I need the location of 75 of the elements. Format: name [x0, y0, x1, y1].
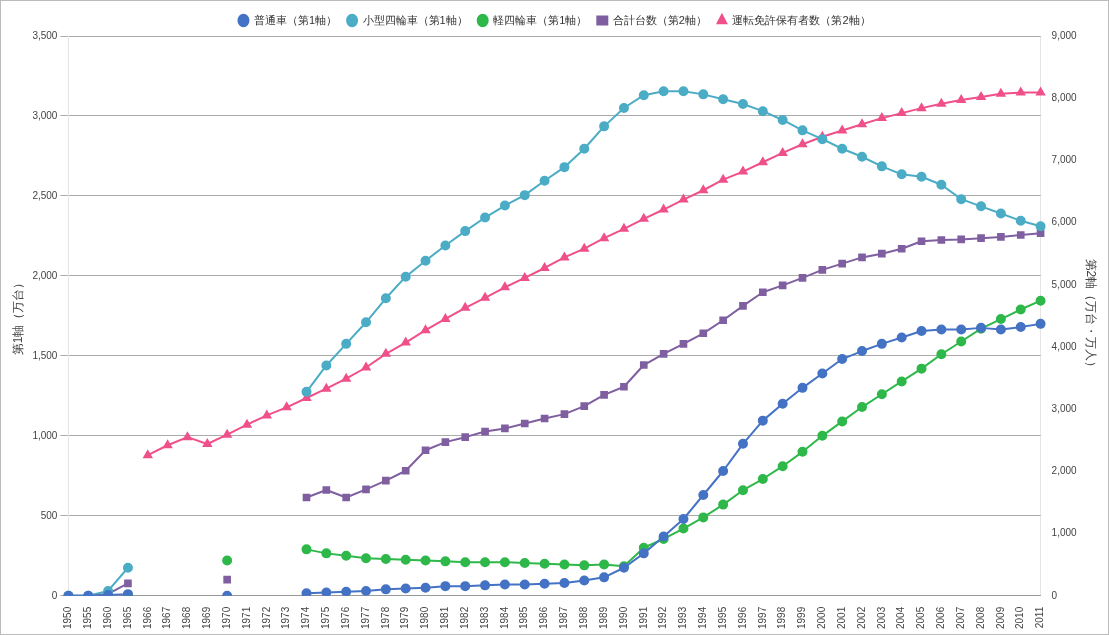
x-tick-label: 1986	[538, 606, 550, 629]
x-tick-label: 1989	[597, 606, 609, 629]
legend-label: 小型四輪車（第1軸）	[362, 13, 468, 26]
x-tick-label: 1991	[637, 606, 649, 629]
x-tick-label: 1994	[697, 606, 709, 629]
x-tick-label: 1979	[399, 606, 411, 629]
legend-label: 普通車（第1軸）	[253, 13, 338, 26]
y2-axis-title: 第2軸（万台・万人）	[1084, 258, 1099, 374]
y2-tick-label: 5,000	[1051, 278, 1078, 290]
x-tick-label: 2010	[1014, 606, 1026, 629]
y-axis-title: 第1軸（万台）	[10, 276, 25, 356]
x-tick-label: 2000	[816, 606, 828, 629]
legend-label: 運転免許保有者数（第2軸）	[732, 13, 871, 26]
x-tick-label: 1973	[280, 606, 292, 629]
x-tick-label: 1971	[240, 606, 252, 629]
x-tick-label: 1982	[458, 606, 470, 629]
legend-label: 合計台数（第2軸）	[612, 13, 707, 26]
x-tick-label: 2002	[855, 606, 867, 629]
x-tick-label: 1967	[161, 606, 173, 629]
y-tick-label: 2,000	[32, 269, 58, 281]
x-tick-label: 1998	[776, 606, 788, 629]
x-tick-label: 1975	[320, 606, 332, 629]
x-tick-label: 1984	[498, 606, 510, 629]
y-tick-label: 3,500	[32, 29, 58, 41]
y2-tick-label: 2,000	[1051, 465, 1078, 477]
x-tick-label: 1974	[300, 606, 312, 629]
x-tick-label: 2003	[875, 606, 887, 629]
y2-tick-label: 8,000	[1051, 91, 1078, 103]
x-tick-label: 1981	[439, 606, 451, 629]
x-tick-label: 1966	[141, 606, 153, 629]
y-tick-label: 0	[51, 589, 58, 601]
x-tick-label: 1990	[617, 606, 629, 629]
y2-tick-label: 0	[1051, 589, 1058, 601]
x-tick-label: 2008	[974, 606, 986, 629]
legend-label: 軽四輪車（第1軸）	[493, 13, 588, 26]
y-tick-label: 2,500	[32, 189, 58, 201]
y2-tick-label: 7,000	[1051, 154, 1078, 166]
x-tick-label: 1972	[260, 606, 272, 629]
x-tick-label: 1985	[518, 606, 530, 629]
x-tick-label: 1965	[121, 606, 133, 629]
x-tick-label: 1983	[478, 606, 490, 629]
x-tick-label: 1995	[716, 606, 728, 629]
x-tick-label: 1955	[82, 606, 94, 629]
x-tick-label: 2005	[915, 606, 927, 629]
x-tick-label: 1970	[220, 606, 232, 629]
y2-tick-label: 4,000	[1051, 340, 1078, 352]
x-tick-label: 1960	[101, 606, 113, 629]
x-tick-label: 1978	[379, 606, 391, 629]
y2-tick-label: 6,000	[1051, 216, 1078, 228]
x-tick-label: 2001	[835, 606, 847, 629]
x-tick-label: 1988	[578, 606, 590, 629]
x-tick-label: 1992	[657, 606, 669, 629]
x-tick-label: 1999	[796, 606, 808, 629]
x-tick-label: 1980	[419, 606, 431, 629]
x-tick-label: 2006	[935, 606, 947, 629]
x-tick-label: 1968	[181, 606, 193, 629]
x-tick-label: 1977	[359, 606, 371, 629]
y2-tick-label: 3,000	[1051, 402, 1078, 414]
x-tick-label: 1997	[756, 606, 768, 629]
x-tick-label: 2009	[994, 606, 1006, 629]
y-tick-label: 1,500	[32, 349, 58, 361]
x-tick-label: 1976	[339, 606, 351, 629]
x-tick-label: 1969	[201, 606, 213, 629]
y2-tick-label: 1,000	[1051, 527, 1078, 539]
y2-tick-label: 9,000	[1051, 29, 1078, 41]
y-tick-label: 1,000	[32, 429, 58, 441]
x-tick-label: 1996	[736, 606, 748, 629]
y-tick-label: 500	[40, 509, 58, 521]
x-tick-label: 1987	[558, 606, 570, 629]
x-tick-label: 1950	[62, 606, 74, 629]
x-tick-label: 2004	[895, 606, 907, 629]
y-tick-label: 3,000	[32, 109, 58, 121]
x-tick-label: 2007	[954, 606, 966, 629]
x-tick-label: 1993	[677, 606, 689, 629]
x-tick-label: 2011	[1034, 606, 1046, 629]
